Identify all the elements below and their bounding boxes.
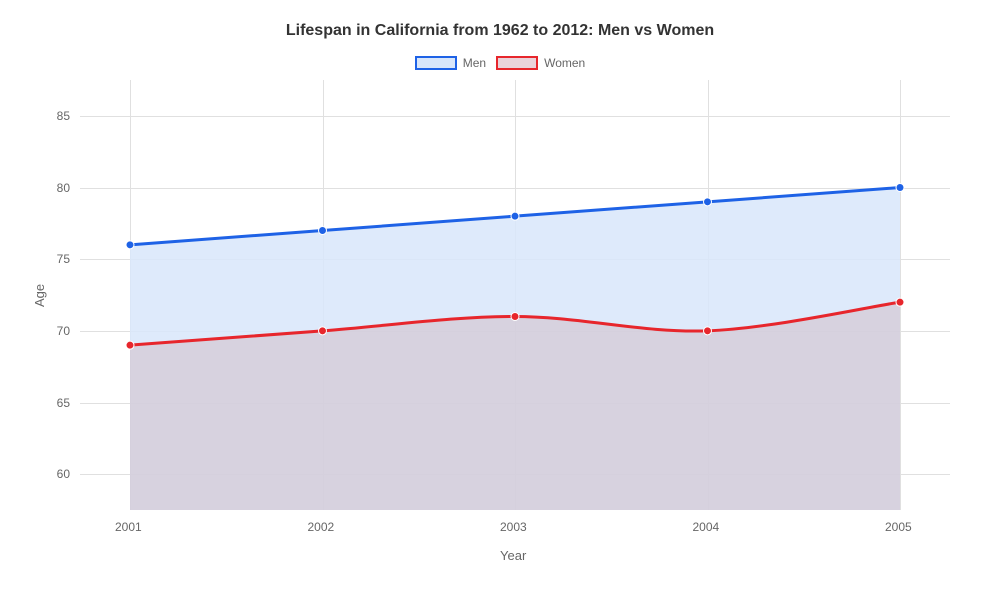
chart-container: Lifespan in California from 1962 to 2012… <box>0 0 1000 600</box>
y-tick-label: 75 <box>57 252 70 266</box>
plot-area <box>80 80 950 510</box>
data-point[interactable] <box>896 184 904 192</box>
y-tick-label: 65 <box>57 396 70 410</box>
legend-swatch-women <box>496 56 538 70</box>
data-point[interactable] <box>319 327 327 335</box>
legend-swatch-men <box>415 56 457 70</box>
y-axis-label: Age <box>32 284 47 307</box>
legend-label-women: Women <box>544 56 585 70</box>
data-point[interactable] <box>704 327 712 335</box>
data-point[interactable] <box>126 241 134 249</box>
chart-svg <box>80 80 950 510</box>
x-tick-label: 2002 <box>308 520 335 534</box>
chart-title: Lifespan in California from 1962 to 2012… <box>0 22 1000 40</box>
legend-label-men: Men <box>463 56 486 70</box>
data-point[interactable] <box>511 212 519 220</box>
y-tick-label: 80 <box>57 181 70 195</box>
y-tick-label: 60 <box>57 467 70 481</box>
legend-item-women[interactable]: Women <box>496 56 585 70</box>
data-point[interactable] <box>896 298 904 306</box>
x-tick-label: 2004 <box>693 520 720 534</box>
x-axis-label: Year <box>500 548 526 563</box>
data-point[interactable] <box>511 313 519 321</box>
data-point[interactable] <box>704 198 712 206</box>
x-tick-label: 2005 <box>885 520 912 534</box>
data-point[interactable] <box>126 341 134 349</box>
x-tick-label: 2001 <box>115 520 142 534</box>
y-tick-label: 70 <box>57 324 70 338</box>
legend-item-men[interactable]: Men <box>415 56 486 70</box>
legend: Men Women <box>0 56 1000 70</box>
y-tick-label: 85 <box>57 109 70 123</box>
x-tick-label: 2003 <box>500 520 527 534</box>
data-point[interactable] <box>319 227 327 235</box>
